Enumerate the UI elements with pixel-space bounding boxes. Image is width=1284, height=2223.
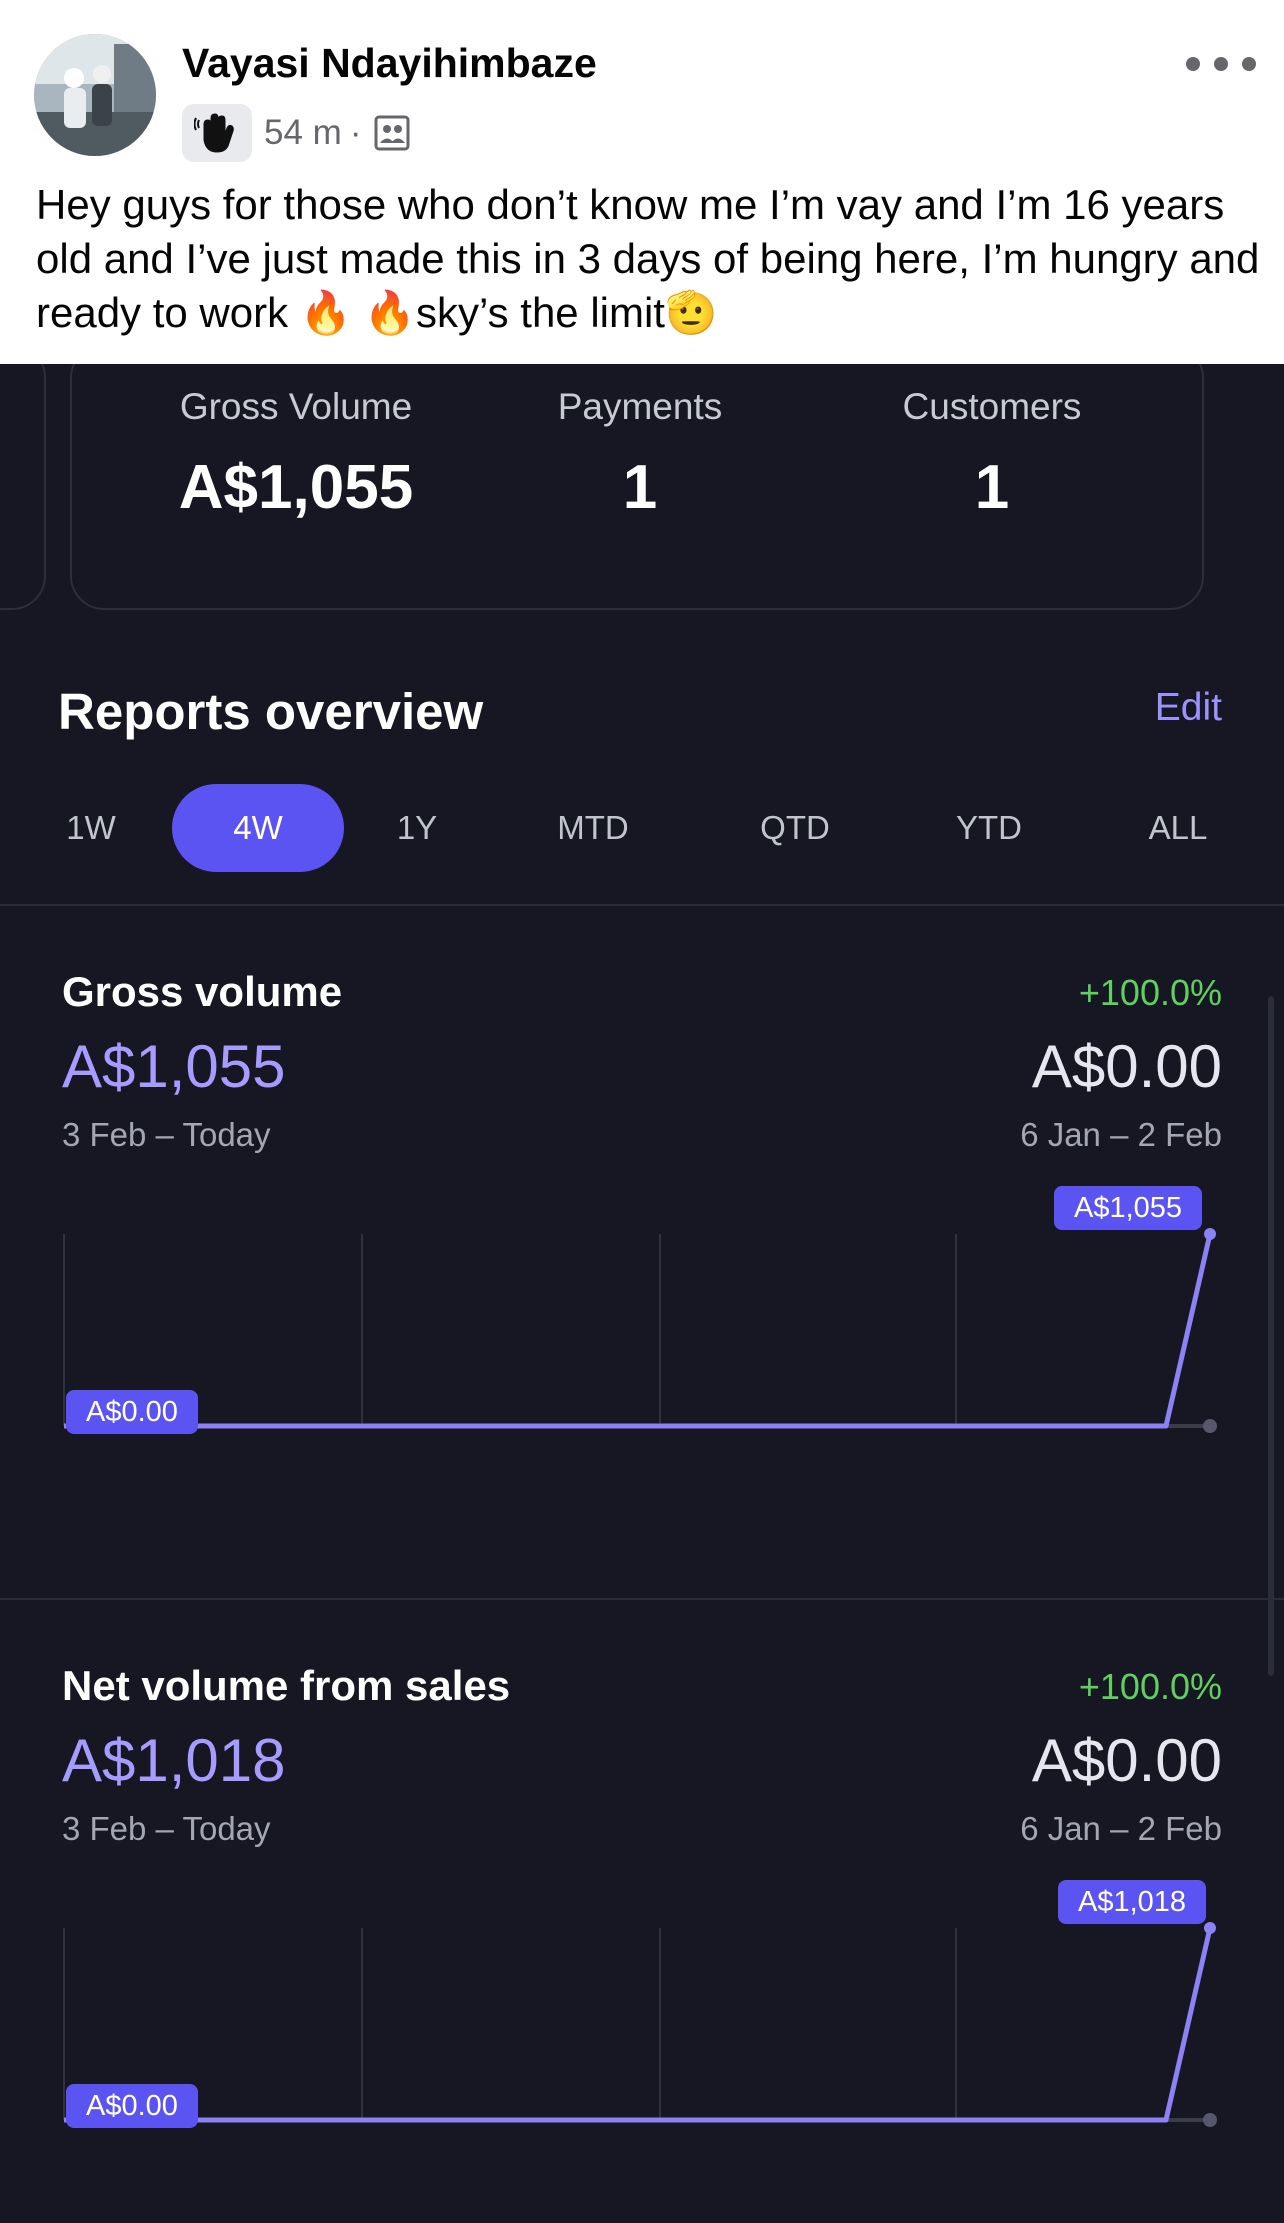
- net-volume-start-label: A$0.00: [66, 2084, 198, 2128]
- friends-icon[interactable]: [373, 114, 411, 152]
- gross-volume-start-label: A$0.00: [66, 1390, 198, 1434]
- divider: [0, 904, 1284, 906]
- gross-volume-end-label: A$1,055: [1054, 1186, 1203, 1230]
- net-volume-current: A$1,018: [62, 1727, 286, 1794]
- gross-volume-label: Gross Volume: [179, 386, 413, 427]
- summary-card: Gross Volume A$1,055 Payments 1 Customer…: [70, 364, 1204, 610]
- customers-value: 1: [974, 453, 1010, 522]
- payments-stat: Payments 1: [470, 386, 810, 523]
- tab-4w[interactable]: 4W: [172, 784, 344, 872]
- hand-wave-icon: [182, 104, 252, 162]
- gross-volume-previous: A$0.00: [1031, 1033, 1222, 1100]
- payments-value: 1: [622, 453, 658, 522]
- post-time[interactable]: 54 m: [264, 113, 342, 152]
- period-tabs: 1W 4W 1Y MTD QTD YTD ALL: [0, 784, 1284, 874]
- tab-mtd[interactable]: MTD: [557, 809, 629, 846]
- net-volume-title: Net volume from sales: [62, 1662, 511, 1709]
- gross-volume-range: 3 Feb – Today: [62, 1116, 271, 1153]
- series-line: [64, 1233, 1213, 1429]
- post-meta: 54 m ·: [182, 104, 411, 162]
- gross-volume-current: A$1,055: [62, 1033, 286, 1100]
- net-volume-previous: A$0.00: [1031, 1727, 1222, 1794]
- data-point[interactable]: [1204, 1228, 1216, 1240]
- payments-label: Payments: [557, 386, 723, 427]
- tab-all[interactable]: ALL: [1148, 809, 1208, 846]
- net-volume-previous-range: 6 Jan – 2 Feb: [1020, 1810, 1222, 1847]
- reports-overview-title: Reports overview: [58, 683, 484, 740]
- more-options-icon[interactable]: [1186, 44, 1256, 84]
- author-name[interactable]: Vayasi Ndayihimbaze: [182, 40, 597, 86]
- tab-ytd[interactable]: YTD: [956, 809, 1022, 846]
- tab-1w[interactable]: 1W: [66, 809, 116, 846]
- divider: [0, 1598, 1284, 1600]
- gross-volume-chart-svg: [63, 1228, 1217, 1433]
- more-dot: [1242, 57, 1256, 71]
- net-volume-chart: A$0.00 A$1,018: [0, 1868, 1284, 2148]
- net-volume-end-label: A$1,018: [1058, 1880, 1207, 1924]
- tab-qtd[interactable]: QTD: [760, 809, 830, 846]
- avatar-photo: [34, 34, 156, 156]
- edit-button[interactable]: Edit: [1154, 686, 1222, 729]
- meta-separator: ·: [349, 113, 362, 152]
- dashboard-screenshot: Gross Volume A$1,055 Payments 1 Customer…: [0, 364, 1284, 2223]
- scrollbar[interactable]: [1268, 996, 1274, 1676]
- facebook-post: Vayasi Ndayihimbaze 54 m · Hey guys for …: [0, 0, 1284, 364]
- customers-label: Customers: [902, 386, 1082, 427]
- tab-1y[interactable]: 1Y: [396, 809, 438, 846]
- series-line: [64, 1927, 1213, 2123]
- data-point[interactable]: [1204, 1922, 1216, 1934]
- gross-volume-title: Gross volume: [62, 968, 343, 1015]
- axis-end-point: [1203, 2113, 1217, 2127]
- gross-volume-value: A$1,055: [178, 453, 414, 522]
- net-volume-range: 3 Feb – Today: [62, 1810, 271, 1847]
- gross-volume-chart: A$0.00 A$1,055: [0, 1174, 1284, 1454]
- net-volume-change: +100.0%: [1078, 1666, 1222, 1707]
- gross-volume-stat: Gross Volume A$1,055: [126, 386, 466, 523]
- post-text: Hey guys for those who don’t know me I’m…: [36, 181, 1260, 336]
- previous-card: [0, 364, 46, 610]
- more-dot: [1186, 57, 1200, 71]
- net-volume-chart-svg: [63, 1922, 1217, 2127]
- customers-stat: Customers 1: [822, 386, 1162, 523]
- author-avatar[interactable]: [34, 34, 156, 156]
- gross-volume-change: +100.0%: [1078, 972, 1222, 1013]
- axis-end-point: [1203, 1419, 1217, 1433]
- gross-volume-previous-range: 6 Jan – 2 Feb: [1020, 1116, 1222, 1153]
- more-dot: [1214, 57, 1228, 71]
